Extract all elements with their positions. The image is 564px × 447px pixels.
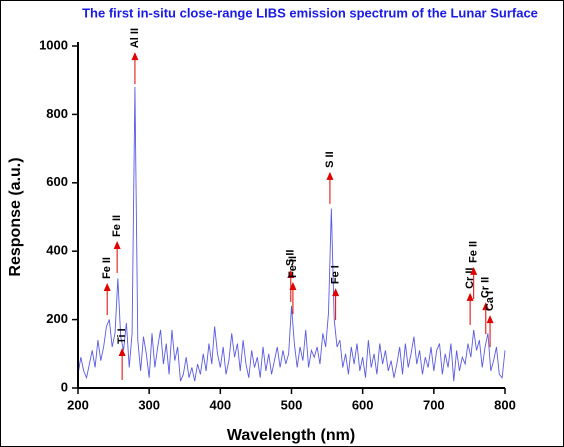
annotation-arrow	[326, 171, 334, 204]
annotation-arrow	[113, 240, 121, 273]
annotation-arrow	[466, 292, 474, 325]
annotation-arrow	[332, 288, 340, 321]
chart-title: The first in-situ close-range LIBS emiss…	[82, 5, 538, 20]
y-tick-label: 1000	[39, 37, 68, 52]
y-tick-label: 400	[46, 243, 68, 258]
annotation-label: Fe I	[330, 265, 342, 284]
annotation-arrow	[103, 283, 111, 316]
annotation-label: Ti I	[116, 328, 128, 344]
x-tick-label: 800	[494, 397, 516, 412]
annotation-label: Fe II	[111, 215, 123, 237]
annotation-label: Fe II	[287, 256, 299, 278]
annotation-arrow	[486, 315, 494, 348]
annotation-arrow	[470, 266, 478, 299]
y-tick-label: 600	[46, 174, 68, 189]
y-tick-label: 200	[46, 311, 68, 326]
x-tick-label: 700	[423, 397, 445, 412]
annotation-label: Al II	[129, 28, 141, 48]
annotation-label: S II	[324, 151, 336, 168]
y-axis-label: Response (a.u.)	[7, 157, 24, 276]
annotation-label: Ca I	[484, 291, 496, 311]
annotation-label: Cr II	[480, 277, 492, 298]
annotation-arrow	[482, 302, 490, 335]
x-tick-label: 300	[138, 397, 160, 412]
x-tick-label: 400	[209, 397, 231, 412]
x-tick-label: 600	[352, 397, 374, 412]
annotation-arrow	[289, 281, 297, 314]
x-tick-label: 500	[281, 397, 303, 412]
annotation-arrow	[131, 52, 139, 85]
x-tick-label: 200	[67, 397, 89, 412]
spectrum-line	[77, 87, 506, 382]
x-axis-label: Wavelength (nm)	[227, 427, 355, 444]
annotation-label: Fe II	[101, 257, 113, 279]
annotation-arrow	[118, 347, 126, 380]
annotation-label: Fe II	[468, 241, 480, 263]
y-tick-label: 800	[46, 106, 68, 121]
y-tick-label: 0	[61, 379, 68, 394]
annotation-label: S II	[285, 249, 297, 266]
